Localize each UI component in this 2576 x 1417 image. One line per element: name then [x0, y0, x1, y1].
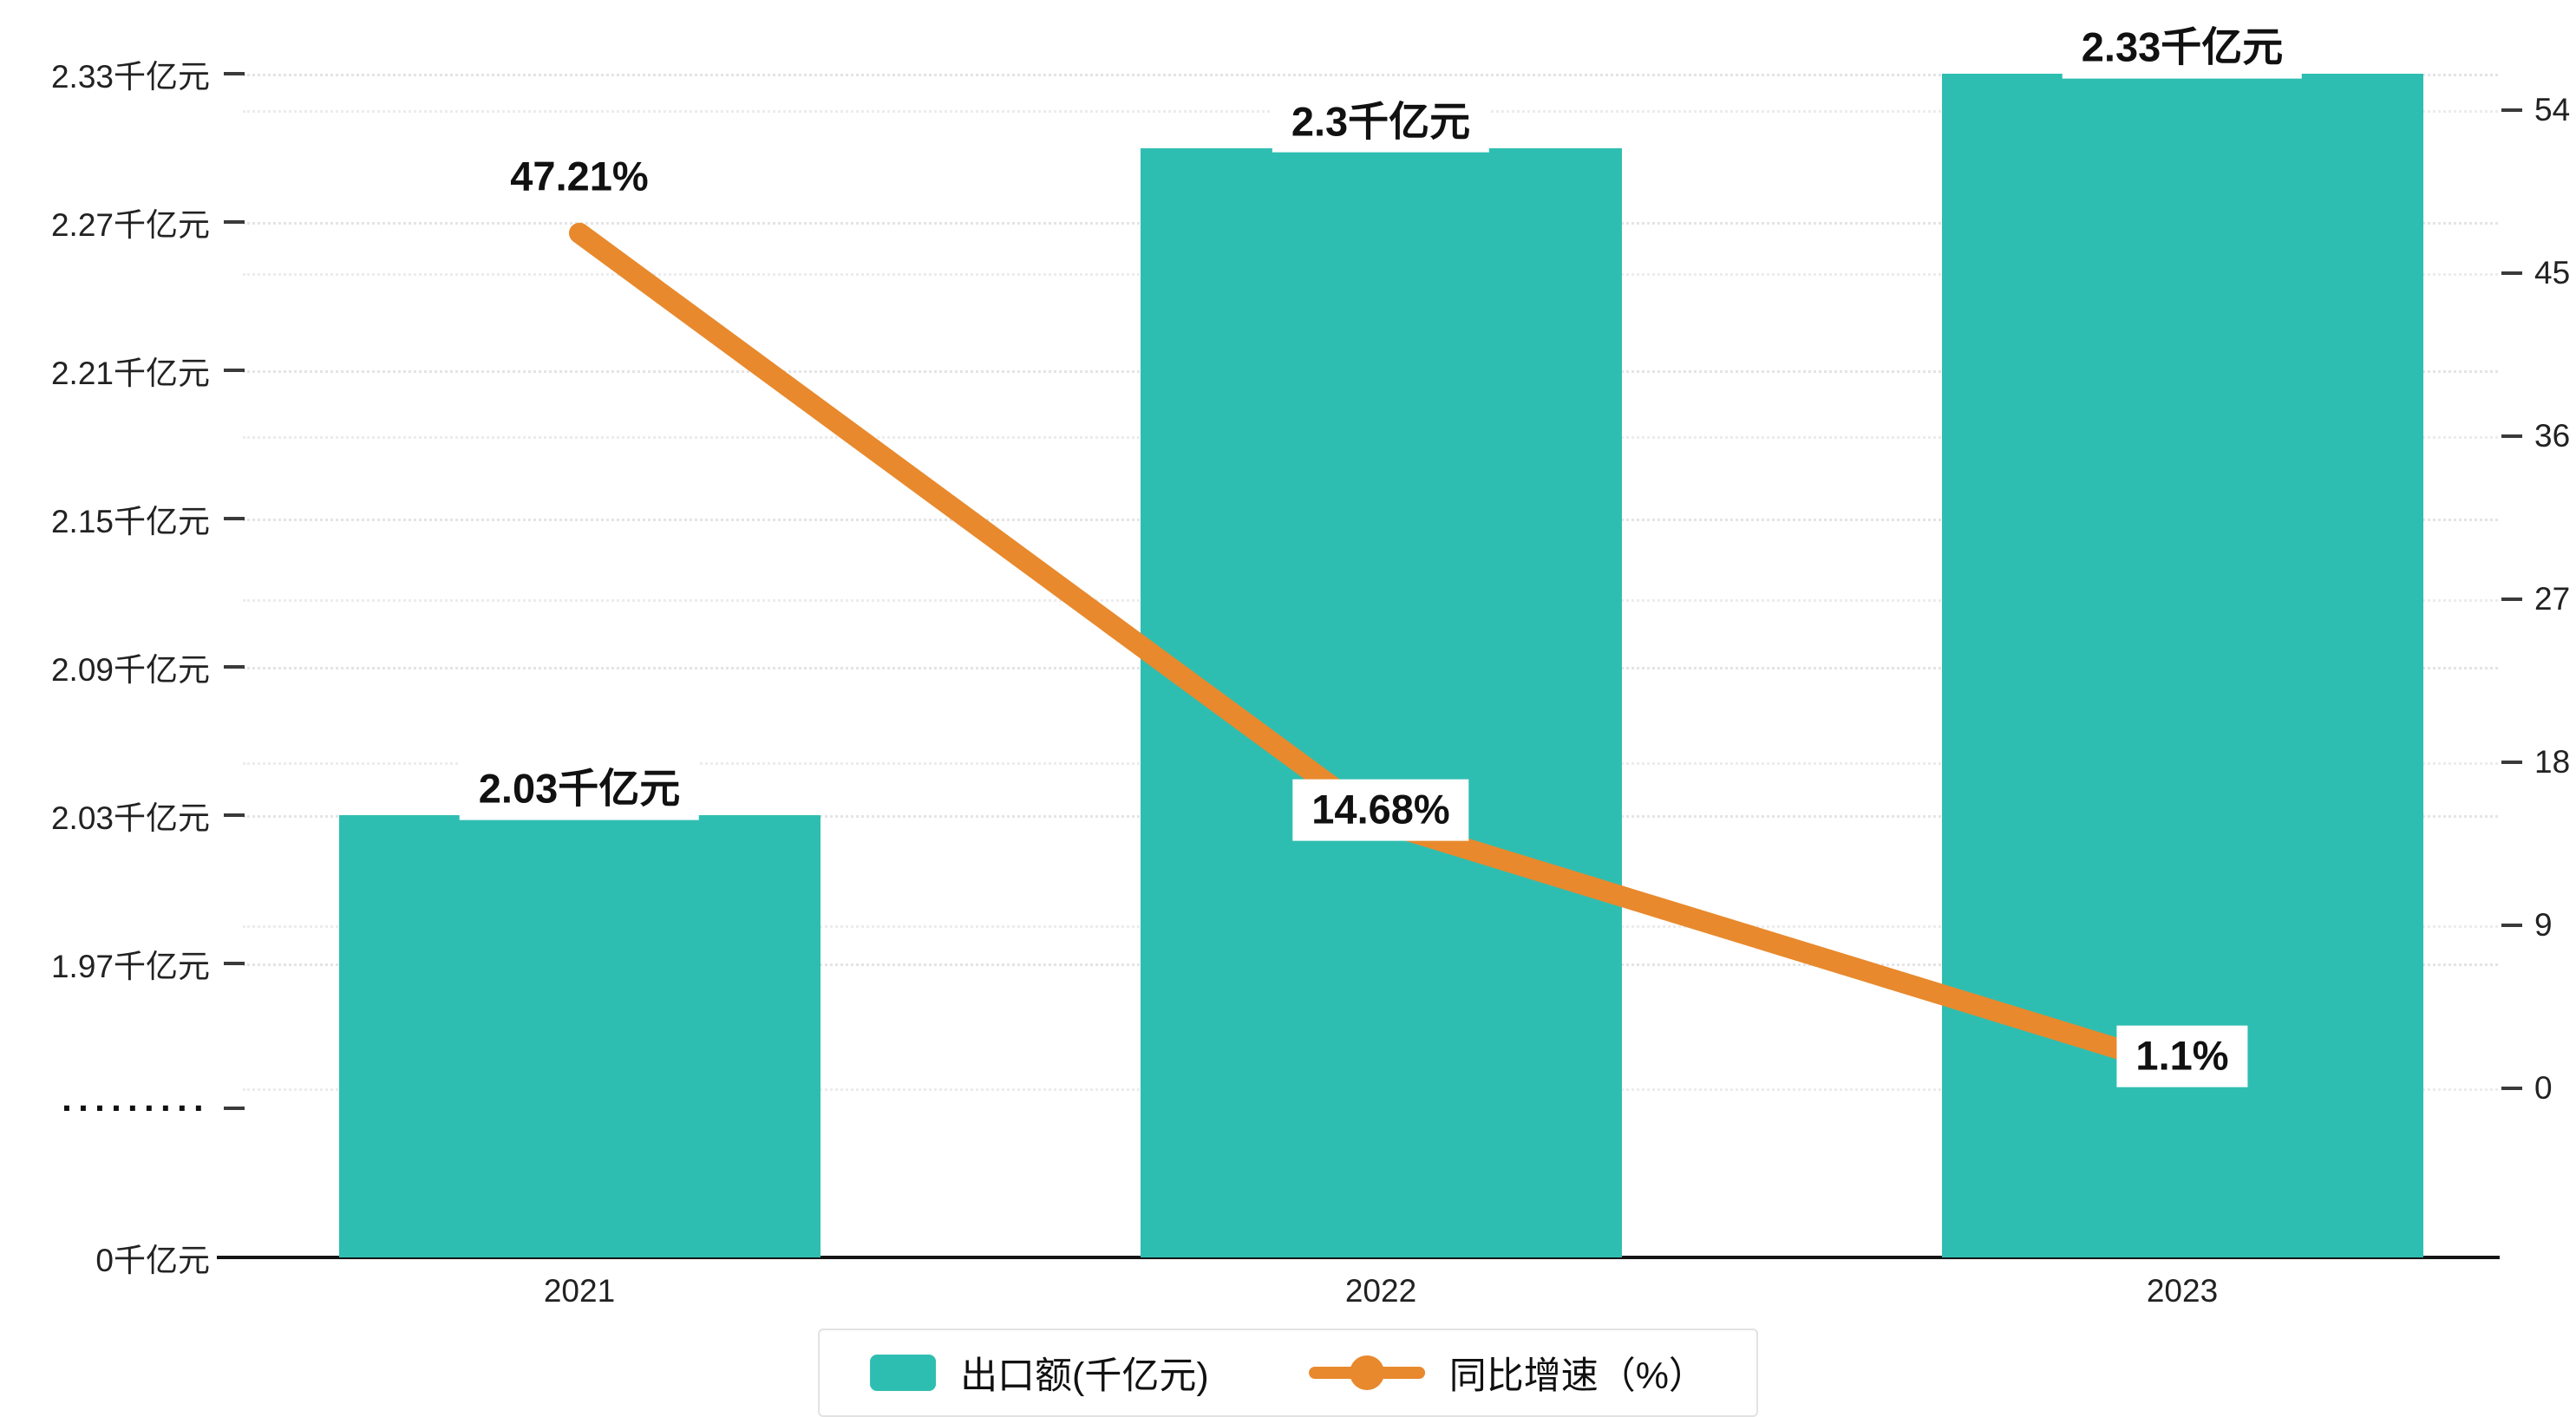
x-axis-label-2023: 2023	[2146, 1273, 2219, 1309]
bar-value-label-2021: 2.03千亿元	[459, 758, 700, 820]
left-axis-tick	[224, 220, 245, 224]
right-axis-tick	[2501, 761, 2522, 764]
right-axis-tick-label: 0	[2534, 1070, 2553, 1106]
right-axis-tick	[2501, 1087, 2522, 1090]
axis-break-dots: ·········	[62, 1087, 210, 1128]
right-axis-tick-label: 36	[2534, 418, 2571, 454]
left-axis-zero-label: 0千亿元	[95, 1243, 210, 1278]
line-value-label-2021: 47.21%	[491, 146, 668, 208]
line-value-label-2023: 1.1%	[2116, 1025, 2248, 1087]
line-value-label-2022: 14.68%	[1292, 779, 1469, 841]
bar-2022[interactable]	[1140, 147, 1622, 1257]
bar-value-label-2023: 2.33千亿元	[2062, 16, 2303, 79]
legend-item-growth-line[interactable]: 同比增速（%）	[1308, 1346, 1706, 1400]
x-axis-line	[217, 1256, 2500, 1259]
left-axis-tick	[224, 665, 245, 669]
left-axis-tick-label: 2.21千亿元	[50, 356, 210, 391]
gridline	[243, 74, 2498, 76]
right-axis-tick	[2501, 108, 2522, 112]
left-axis-tick	[224, 369, 245, 372]
left-axis-tick-label: 2.09千亿元	[50, 652, 210, 688]
legend-label-growth: 同比增速（%）	[1448, 1355, 1706, 1397]
left-axis-tick-label: 2.03千亿元	[50, 800, 210, 836]
left-axis-tick-label: 1.97千亿元	[50, 949, 210, 984]
right-axis-tick-label: 27	[2534, 581, 2571, 617]
legend-label-export: 出口额(千亿元)	[960, 1355, 1209, 1397]
legend: 出口额(千亿元) 同比增速（%）	[818, 1329, 1758, 1417]
right-axis-tick-label: 45	[2534, 255, 2571, 291]
bar-series-swatch-icon	[870, 1355, 937, 1391]
bar-value-label-2022: 2.3千亿元	[1272, 91, 1490, 153]
left-axis-tick	[224, 962, 245, 965]
left-axis-tick-label: 2.33千亿元	[50, 59, 210, 95]
legend-item-export-bar[interactable]: 出口额(千亿元)	[870, 1346, 1209, 1400]
line-series-dot-icon	[1349, 1355, 1384, 1390]
right-axis-tick-label: 54	[2534, 92, 2571, 127]
line-series-marker-icon	[1308, 1355, 1425, 1390]
x-axis-label-2022: 2022	[1344, 1273, 1417, 1309]
left-axis-tick	[224, 1107, 245, 1110]
left-axis-tick-label: 2.27千亿元	[50, 207, 210, 243]
right-axis-tick	[2501, 924, 2522, 927]
bar-2021[interactable]	[338, 815, 821, 1257]
right-axis-tick-label: 18	[2534, 744, 2571, 780]
left-axis-tick	[224, 813, 245, 817]
right-axis-tick	[2501, 597, 2522, 601]
left-axis-tick-label: 2.15千亿元	[50, 504, 210, 539]
left-axis-tick	[224, 517, 245, 520]
right-axis-tick	[2501, 271, 2522, 275]
right-axis-tick-label: 9	[2534, 907, 2553, 943]
right-axis-tick	[2501, 434, 2522, 438]
x-axis-label-2021: 2021	[543, 1273, 616, 1309]
left-axis-tick	[224, 72, 245, 75]
